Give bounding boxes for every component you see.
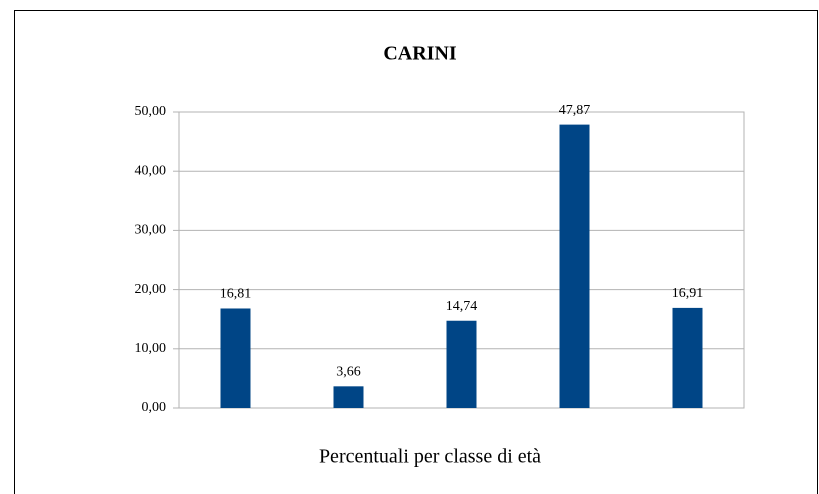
- y-tick-label: 40,00: [135, 163, 167, 178]
- bar: [220, 308, 251, 408]
- value-label: 14,74: [446, 299, 478, 314]
- bar: [333, 386, 364, 408]
- y-tick-label: 10,00: [135, 341, 167, 356]
- bar: [672, 307, 703, 408]
- y-tick-label: 50,00: [135, 104, 167, 119]
- chart-border: [14, 10, 818, 494]
- x-axis-label: Percentuali per classe di età: [319, 446, 541, 468]
- value-label: 16,81: [220, 287, 252, 302]
- y-tick-label: 20,00: [135, 282, 167, 297]
- y-tick-label: 30,00: [135, 223, 167, 238]
- chart-title: CARINI: [383, 43, 457, 65]
- y-tick-label: 0,00: [142, 400, 167, 415]
- value-label: 16,91: [672, 286, 704, 301]
- value-label: 47,87: [559, 103, 591, 118]
- bar: [446, 320, 477, 408]
- bar: [559, 124, 590, 409]
- value-label: 3,66: [336, 365, 361, 380]
